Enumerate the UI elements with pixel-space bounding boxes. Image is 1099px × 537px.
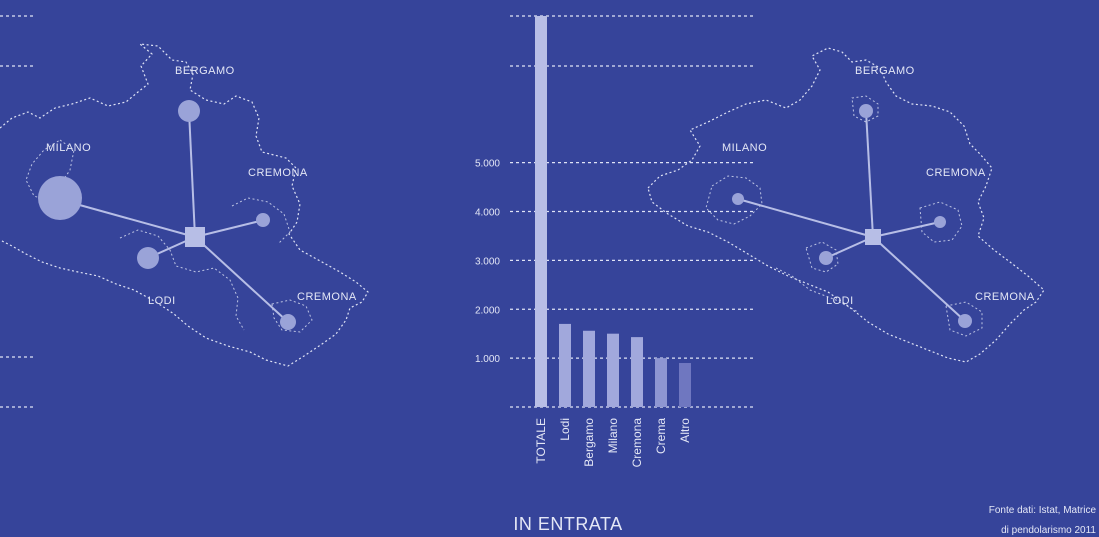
bar — [583, 330, 595, 407]
place-label-milano: MILANO — [46, 142, 91, 154]
district-outline — [119, 229, 245, 331]
flow-node — [958, 314, 972, 328]
flow-line — [872, 236, 966, 322]
flow-line — [737, 198, 874, 238]
district-outline — [231, 197, 291, 245]
province-outline — [0, 43, 369, 367]
flow-node — [178, 100, 200, 122]
district-outline — [705, 175, 763, 225]
category-label: Bergamo — [582, 418, 596, 467]
bar — [631, 337, 643, 407]
y-tick-label: 5.000 — [475, 159, 500, 170]
y-tick-label: 4.000 — [475, 208, 500, 219]
flow-line — [57, 198, 196, 238]
flow-node — [280, 314, 296, 330]
flow-line — [872, 221, 941, 238]
hub-square — [865, 229, 881, 245]
district-outline — [775, 267, 859, 313]
flow-node — [38, 176, 82, 220]
place-label-cremona-upper: CREMONA — [248, 167, 308, 179]
place-label-cremona: CREMONA — [975, 291, 1035, 303]
flow-node — [137, 247, 159, 269]
category-label: Altro — [678, 418, 692, 443]
place-label-bergamo: BERGAMO — [175, 65, 235, 77]
place-label-cremona-upper: CREMONA — [926, 167, 986, 179]
y-tick-label: 1.000 — [475, 354, 500, 365]
source-line-1: Fonte dati: Istat, Matrice — [989, 505, 1097, 516]
district-outline — [945, 301, 983, 337]
bar — [559, 323, 571, 407]
chart-title: IN ENTRATA — [513, 514, 622, 534]
source-line-2: di pendolarismo 2011 — [1001, 525, 1096, 536]
y-tick-label: 2.000 — [475, 305, 500, 316]
flow-line — [194, 219, 265, 238]
bar — [607, 333, 619, 407]
place-label-bergamo: BERGAMO — [855, 65, 915, 77]
place-label-lodi: LODI — [148, 295, 176, 307]
flow-node — [934, 216, 946, 228]
flow-line — [865, 110, 874, 238]
province-outline — [647, 47, 1045, 363]
category-label: TOTALE — [534, 418, 548, 464]
district-outline — [851, 95, 879, 123]
y-tick-label: 3.000 — [475, 256, 500, 267]
place-label-cremona: CREMONA — [297, 291, 357, 303]
category-label: Cremona — [630, 418, 644, 468]
bar-chart: 1.000 2.000 3.000 4.000 5.000 TOTALE Lodi Berg… — [475, 15, 756, 534]
place-label-milano: MILANO — [722, 142, 767, 154]
category-label: Milano — [606, 418, 620, 454]
bar — [535, 16, 547, 407]
flow-node — [256, 213, 270, 227]
left-map: BERGAMO MILANO CREMONA LODI CREMONA — [0, 15, 369, 408]
bar — [655, 358, 667, 407]
flow-line — [188, 110, 196, 238]
bar — [679, 363, 691, 407]
right-map: BERGAMO MILANO CREMONA LODI CREMONA — [647, 47, 1045, 363]
place-label-lodi: LODI — [826, 295, 854, 307]
district-outline — [919, 201, 963, 243]
category-label: Crema — [654, 418, 668, 454]
flow-node — [819, 251, 833, 265]
flow-node — [732, 193, 744, 205]
flow-node — [859, 104, 873, 118]
district-outline — [271, 299, 313, 333]
category-label: Lodi — [558, 418, 572, 441]
hub-square — [185, 227, 205, 247]
flow-line — [194, 236, 289, 323]
